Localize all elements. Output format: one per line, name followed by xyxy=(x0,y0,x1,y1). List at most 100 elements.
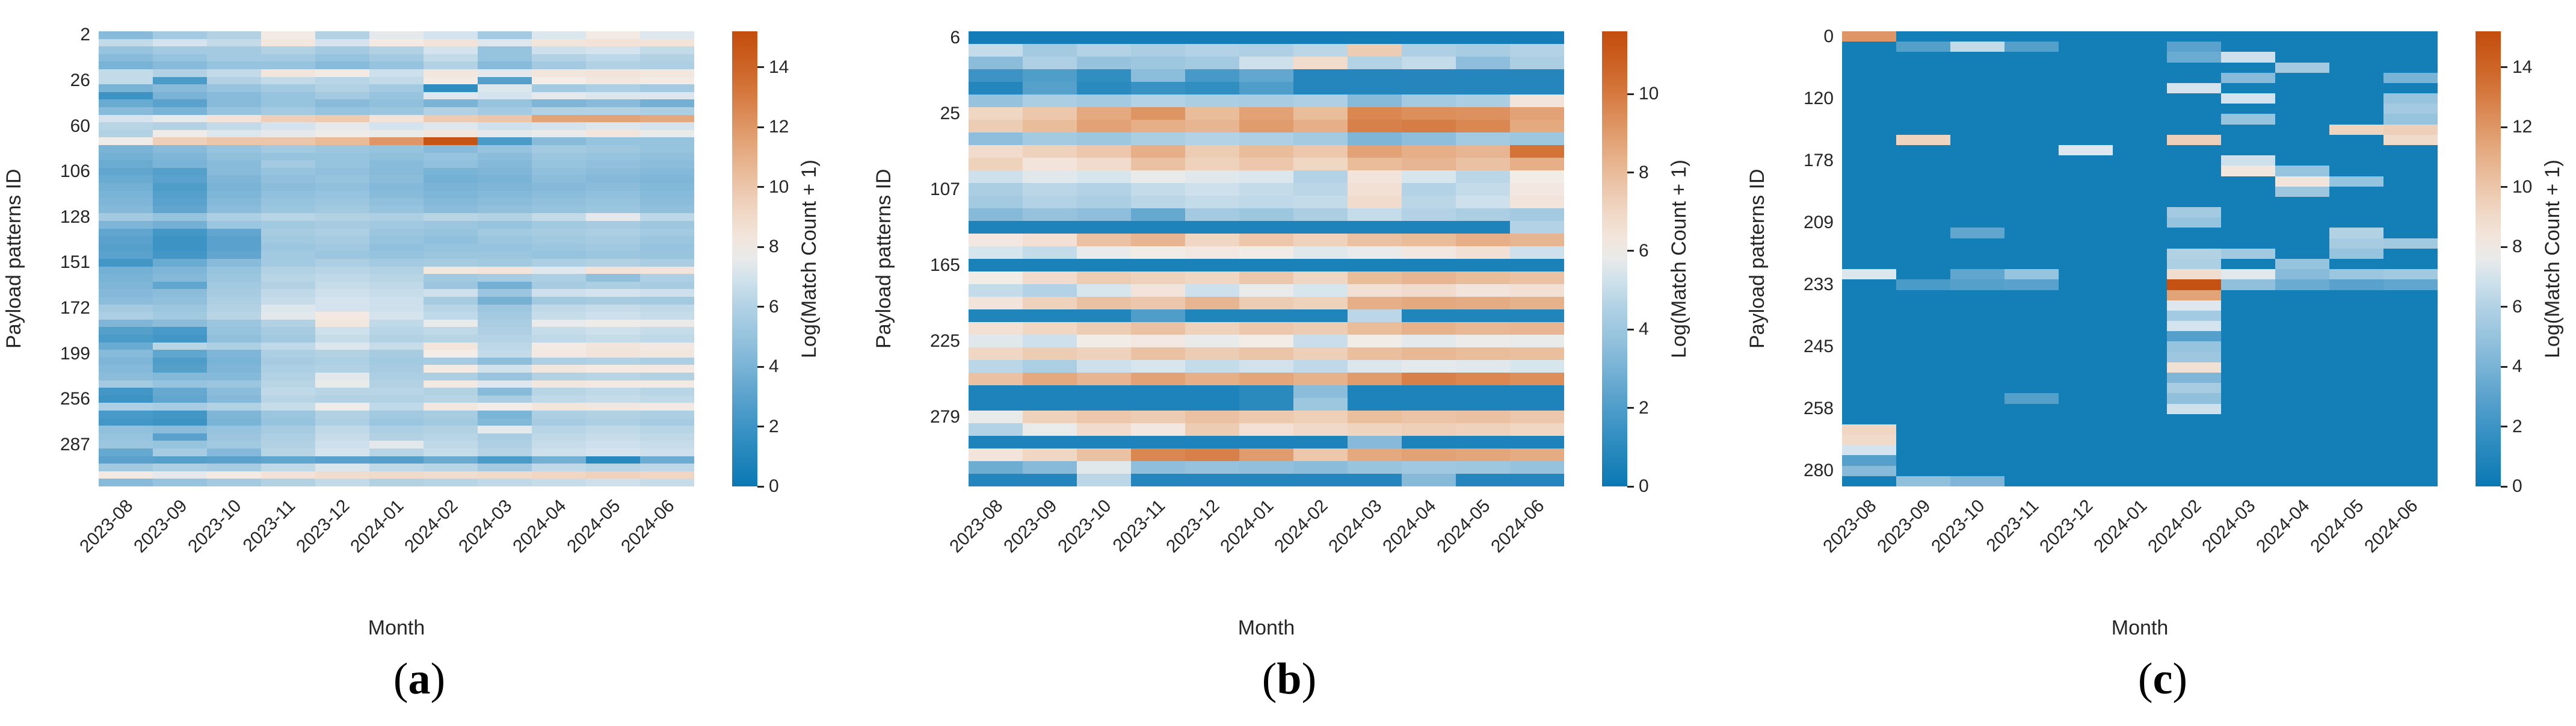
heatmap-cell xyxy=(640,319,694,327)
heatmap-cell xyxy=(2275,393,2329,404)
heatmap-cell xyxy=(99,99,153,107)
heatmap-cell xyxy=(1842,269,1896,280)
heatmap-cell xyxy=(1077,259,1131,271)
x-tick-label: 2023-08 xyxy=(76,495,137,557)
heatmap-cell xyxy=(1842,217,1896,228)
heatmap-cell xyxy=(1131,436,1185,448)
heatmap-cell xyxy=(2329,144,2383,156)
heatmap-cell xyxy=(640,251,694,259)
heatmap-cell xyxy=(2059,393,2113,404)
heatmap-cell xyxy=(532,114,586,123)
colorbar-tick-label: 0 xyxy=(769,476,779,496)
heatmap-cell xyxy=(532,129,586,138)
heatmap-cell xyxy=(969,259,1023,271)
heatmap-cell xyxy=(315,479,369,486)
heatmap-cell xyxy=(1077,335,1131,347)
heatmap-cell xyxy=(586,281,640,290)
heatmap-cell xyxy=(2329,31,2383,42)
heatmap-cell xyxy=(2059,31,2113,42)
x-tick-label: 2023-08 xyxy=(1819,495,1881,557)
heatmap-cell xyxy=(1131,234,1185,246)
heatmap-cell xyxy=(2329,341,2383,352)
heatmap-cell xyxy=(99,471,153,479)
heatmap-cell xyxy=(2059,455,2113,466)
heatmap-cell xyxy=(153,92,207,100)
heatmap-cell xyxy=(1348,57,1402,69)
heatmap-cell xyxy=(969,234,1023,246)
heatmap-cell xyxy=(1950,372,2004,383)
heatmap-cell xyxy=(1842,176,1896,187)
heatmap-cell xyxy=(478,304,532,312)
heatmap-cell xyxy=(2329,352,2383,362)
heatmap-cell xyxy=(969,284,1023,297)
heatmap-cell xyxy=(2221,93,2275,104)
heatmap-cell xyxy=(2275,362,2329,373)
heatmap-cell xyxy=(2059,310,2113,321)
heatmap-cell xyxy=(640,198,694,206)
heatmap-cell xyxy=(1293,322,1348,335)
heatmap-cell xyxy=(1510,436,1564,448)
heatmap-cell xyxy=(2221,362,2275,373)
heatmap-cell xyxy=(1842,82,1896,94)
heatmap-cell xyxy=(261,84,315,92)
heatmap-cell xyxy=(586,365,640,373)
heatmap-cell xyxy=(1185,309,1239,322)
heatmap-cell xyxy=(1896,455,1950,466)
heatmap-cell xyxy=(99,327,153,335)
heatmap-cell xyxy=(2329,435,2383,445)
heatmap-cell xyxy=(424,167,478,176)
heatmap-cell xyxy=(1023,335,1077,347)
heatmap-cell xyxy=(369,274,424,282)
heatmap-cell xyxy=(2275,82,2329,94)
heatmap-cell xyxy=(153,304,207,312)
heatmap-cell xyxy=(2004,124,2059,135)
heatmap-cell xyxy=(153,46,207,54)
heatmap-cell xyxy=(478,448,532,456)
heatmap-cell xyxy=(261,31,315,39)
heatmap-cell xyxy=(2221,331,2275,342)
colorbar-tick-label: 12 xyxy=(2512,117,2533,137)
heatmap-cell xyxy=(640,304,694,312)
heatmap-cell xyxy=(315,319,369,327)
heatmap-cell xyxy=(640,236,694,244)
heatmap-cell xyxy=(2004,134,2059,145)
heatmap-cell xyxy=(532,456,586,464)
heatmap-cell xyxy=(261,122,315,130)
heatmap-cell xyxy=(2383,62,2438,73)
heatmap-cell xyxy=(1950,114,2004,125)
colorbar-axis-label: Log(Match Count + 1) xyxy=(2541,160,2564,358)
heatmap-cell xyxy=(207,221,261,229)
heatmap-cell xyxy=(2329,238,2383,249)
heatmap-cell xyxy=(1023,82,1077,95)
heatmap-cell xyxy=(261,441,315,448)
heatmap-cell xyxy=(1402,398,1456,411)
heatmap-cell xyxy=(1842,362,1896,373)
heatmap-cell xyxy=(2329,134,2383,145)
x-tick-label: 2024-03 xyxy=(455,495,516,557)
heatmap-cell xyxy=(1456,398,1510,411)
heatmap-cell xyxy=(640,76,694,85)
heatmap-cell xyxy=(478,274,532,282)
heatmap-cell xyxy=(2275,31,2329,42)
heatmap-cell xyxy=(532,304,586,312)
heatmap-cell xyxy=(586,266,640,275)
y-tick-label: 199 xyxy=(60,343,90,364)
heatmap-cell xyxy=(207,357,261,365)
heatmap-cell xyxy=(1023,385,1077,398)
heatmap-cell xyxy=(640,342,694,350)
colorbar-tick-label: 10 xyxy=(1639,84,1659,104)
heatmap-cell xyxy=(1077,322,1131,335)
heatmap-cell xyxy=(586,350,640,358)
heatmap-cell xyxy=(315,426,369,433)
heatmap-cell xyxy=(2113,238,2167,249)
heatmap-cell xyxy=(969,436,1023,448)
heatmap-cell xyxy=(1510,474,1564,486)
heatmap-cell xyxy=(478,418,532,426)
heatmap-cell xyxy=(478,479,532,486)
heatmap-cell xyxy=(532,228,586,237)
heatmap-cell xyxy=(99,175,153,183)
heatmap-cell xyxy=(261,297,315,305)
heatmap-cell xyxy=(1842,424,1896,435)
heatmap-cell xyxy=(2059,114,2113,125)
heatmap-cell xyxy=(1348,461,1402,474)
